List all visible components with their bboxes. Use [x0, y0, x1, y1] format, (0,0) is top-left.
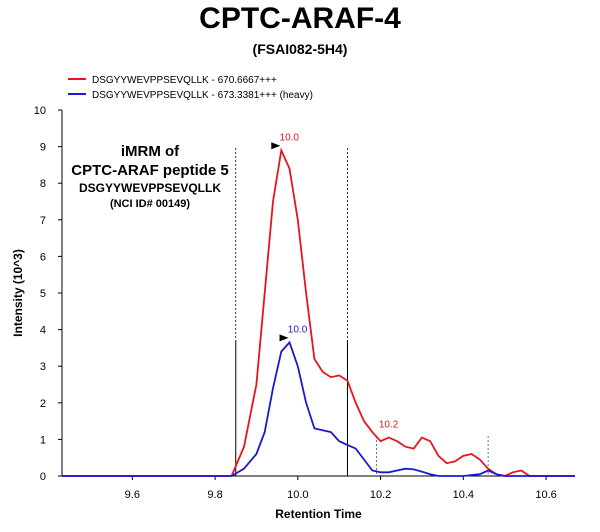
annotation-nci-id: (NCI ID# 00149): [109, 198, 191, 210]
x-tick-label: 9.6: [125, 489, 140, 501]
y-tick-label: 3: [40, 361, 46, 373]
x-tick-label: 10.2: [370, 489, 391, 501]
y-tick-label: 5: [40, 288, 46, 300]
peak-label-1: 10.0: [280, 132, 300, 143]
y-tick-label: 0: [40, 471, 46, 483]
y-tick-label: 10: [34, 105, 46, 117]
annotation-line-2: CPTC-ARAF peptide 5: [71, 162, 229, 179]
y-tick-label: 1: [40, 434, 46, 446]
annotation-line-1: iMRM of: [120, 143, 180, 160]
legend-label-1: DSGYYWEVPPSEVQLLK - 670.6667+++: [92, 75, 277, 86]
x-tick-label: 9.8: [207, 489, 222, 501]
peak-marker-2: [279, 334, 289, 342]
y-axis-label: Intensity (10^3): [11, 249, 25, 337]
peak-label-3: 10.2: [379, 420, 399, 431]
peak-marker-1: [271, 142, 281, 150]
y-tick-label: 8: [40, 178, 46, 190]
peak-label-2: 10.0: [288, 324, 308, 335]
y-tick-label: 6: [40, 251, 46, 263]
y-tick-label: 7: [40, 215, 46, 227]
x-tick-label: 10.0: [287, 489, 308, 501]
annotation-peptide-sequence: DSGYYWEVPPSEVQLLK: [78, 181, 222, 195]
y-tick-label: 4: [40, 325, 46, 337]
x-tick-label: 10.4: [453, 489, 474, 501]
series-line-1: [62, 147, 575, 477]
x-tick-label: 10.6: [535, 489, 556, 501]
x-axis-label: Retention Time: [275, 507, 362, 521]
legend-label-2: DSGYYWEVPPSEVQLLK - 673.3381+++ (heavy): [92, 90, 313, 101]
y-tick-label: 2: [40, 398, 46, 410]
y-tick-label: 9: [40, 142, 46, 154]
chart-subtitle: (FSAI082-5H4): [252, 41, 348, 57]
chart-title: CPTC-ARAF-4: [199, 2, 401, 35]
series-line-2: [62, 340, 575, 477]
